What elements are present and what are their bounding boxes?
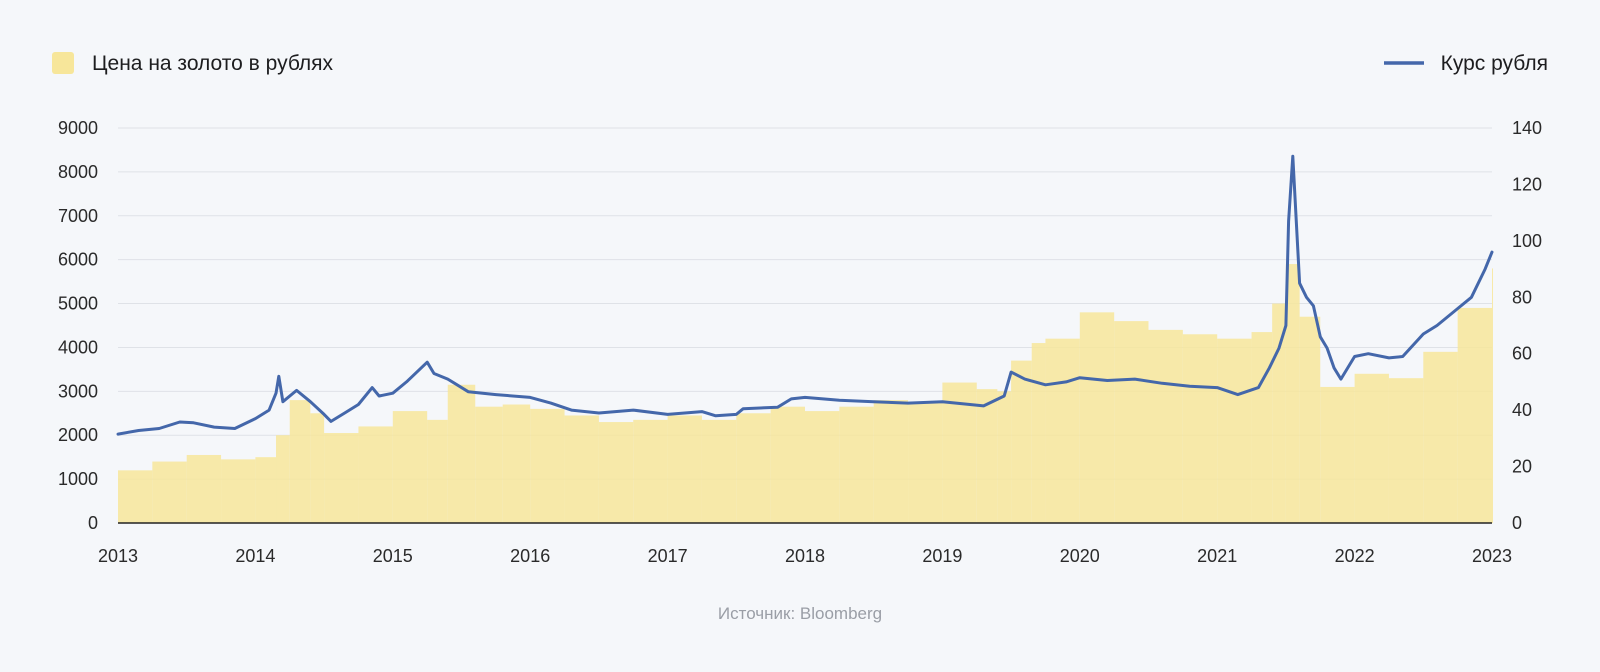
legend: Цена на золото в рублях Курс рубля (52, 52, 1548, 75)
y-left-tick-label: 9000 (58, 118, 98, 138)
gold-price-bar (1423, 351, 1458, 523)
gold-price-bar (976, 389, 998, 523)
y-left-tick-label: 4000 (58, 337, 98, 357)
gold-price-bar (447, 384, 476, 523)
gold-price-bar (1182, 334, 1218, 523)
gold-price-bar (1114, 321, 1149, 523)
gold-price-bar (1217, 338, 1252, 523)
y-right-tick-label: 80 (1512, 287, 1532, 307)
gold-price-bar (805, 411, 840, 523)
y-right-tick-label: 100 (1512, 231, 1542, 251)
y-right-tick-label: 0 (1512, 513, 1522, 533)
x-tick-label: 2023 (1472, 546, 1512, 566)
gold-price-bar (310, 413, 325, 523)
gold-price-bar (186, 454, 222, 523)
legend-swatch-bars (52, 52, 74, 74)
bar-series-gold (118, 264, 1493, 523)
y-axis-left-ticks: 0 1000 2000 3000 4000 5000 6000 7000 8000 9000 (58, 118, 98, 533)
gold-price-bar (276, 435, 290, 523)
x-tick-label: 2016 (510, 546, 550, 566)
gold-price-bar (997, 391, 1012, 523)
ruble-rate-line (116, 154, 1494, 436)
gold-price-bar (736, 413, 771, 523)
x-tick-label: 2022 (1335, 546, 1375, 566)
gold-price-bar (839, 406, 874, 523)
gold-price-bar (701, 419, 737, 523)
gold-price-bar (1011, 360, 1032, 523)
gold-price-bar (1457, 307, 1492, 523)
gold-price-bar (1320, 386, 1355, 523)
gold-price-bar (873, 400, 909, 523)
y-right-tick-label: 20 (1512, 457, 1532, 477)
gold-price-bar (1031, 343, 1046, 523)
gold-price-bar (1045, 338, 1080, 523)
gold-price-bar (598, 422, 634, 523)
gold-price-bar (770, 406, 805, 523)
y-left-tick-label: 1000 (58, 469, 98, 489)
legend-label-bars: Цена на золото в рублях (92, 52, 334, 75)
gold-price-bar (427, 419, 448, 523)
gold-price-bar (667, 415, 702, 523)
gold-price-bar (255, 457, 277, 523)
x-axis-ticks: 2013 2014 2015 2016 2017 2018 2019 2020 2021 2022… (98, 546, 1512, 566)
x-tick-label: 2017 (648, 546, 688, 566)
y-left-tick-label: 8000 (58, 162, 98, 182)
gold-price-bar (530, 408, 565, 523)
y-left-tick-label: 0 (88, 513, 98, 533)
y-right-tick-label: 40 (1512, 400, 1532, 420)
y-left-tick-label: 6000 (58, 250, 98, 270)
x-tick-label: 2018 (785, 546, 825, 566)
gold-price-bar (1354, 373, 1389, 523)
x-tick-label: 2013 (98, 546, 138, 566)
gold-price-bar (324, 433, 359, 523)
gold-price-bar (358, 426, 393, 523)
gold-price-bar (475, 406, 503, 523)
x-tick-label: 2014 (235, 546, 275, 566)
x-tick-label: 2015 (373, 546, 413, 566)
gold-price-bar (502, 404, 531, 523)
gold-price-bar (1492, 268, 1493, 523)
source-note: Источник: Bloomberg (718, 604, 882, 623)
y-left-tick-label: 5000 (58, 294, 98, 314)
y-right-tick-label: 120 (1512, 174, 1542, 194)
y-right-tick-label: 140 (1512, 118, 1542, 138)
gold-price-bar (1251, 332, 1273, 523)
gold-price-bar (1285, 264, 1300, 523)
gold-price-bar (1299, 316, 1321, 523)
y-left-tick-label: 7000 (58, 206, 98, 226)
gold-price-bar (392, 411, 428, 523)
legend-label-line: Курс рубля (1441, 52, 1548, 75)
line-series-ruble (116, 154, 1494, 436)
y-axis-right-ticks: 0 20 40 60 80 100 120 140 (1512, 118, 1542, 533)
x-tick-label: 2020 (1060, 546, 1100, 566)
gold-price-bar (118, 470, 153, 523)
x-tick-label: 2019 (922, 546, 962, 566)
gold-price-bar (152, 461, 187, 523)
gold-price-bar (908, 402, 943, 523)
gold-price-bar (633, 419, 668, 523)
gold-price-bar (221, 459, 256, 523)
y-left-tick-label: 2000 (58, 425, 98, 445)
y-left-tick-label: 3000 (58, 381, 98, 401)
x-tick-label: 2021 (1197, 546, 1237, 566)
y-right-tick-label: 60 (1512, 344, 1532, 364)
gold-price-bar (564, 415, 599, 523)
gold-price-bar (1148, 329, 1183, 523)
gold-price-bar (1388, 378, 1424, 523)
gold-price-bar (289, 400, 311, 523)
gold-price-bar (1079, 312, 1115, 523)
